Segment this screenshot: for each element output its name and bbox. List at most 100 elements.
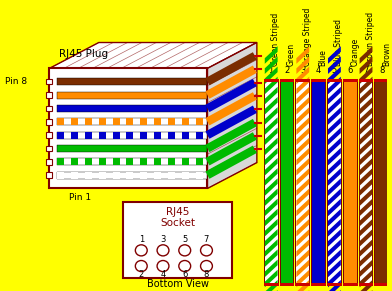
Polygon shape <box>296 67 309 84</box>
Circle shape <box>201 260 212 272</box>
Bar <box>140 118 147 125</box>
Polygon shape <box>265 56 278 74</box>
Bar <box>99 132 106 139</box>
Text: 5: 5 <box>332 66 337 75</box>
Bar <box>279 79 294 286</box>
Polygon shape <box>296 219 309 237</box>
Bar <box>376 82 388 283</box>
Polygon shape <box>265 168 278 186</box>
Bar <box>57 92 207 99</box>
Text: 3: 3 <box>160 235 166 244</box>
Bar <box>359 82 372 283</box>
Bar <box>264 283 279 286</box>
Bar <box>359 283 374 286</box>
Bar <box>168 118 175 125</box>
Text: 8: 8 <box>379 66 385 75</box>
Polygon shape <box>328 178 341 196</box>
Polygon shape <box>328 117 341 135</box>
Bar <box>85 118 92 125</box>
Bar <box>46 119 53 125</box>
Polygon shape <box>359 107 372 125</box>
Polygon shape <box>328 219 341 237</box>
Polygon shape <box>328 199 341 216</box>
Bar <box>281 82 293 283</box>
Polygon shape <box>359 87 372 104</box>
Bar <box>196 132 203 139</box>
Polygon shape <box>328 239 341 257</box>
Polygon shape <box>359 280 372 291</box>
Text: 5: 5 <box>182 235 187 244</box>
Text: 1: 1 <box>269 66 274 75</box>
Bar <box>279 79 294 82</box>
Bar <box>57 158 207 165</box>
Bar <box>343 79 358 286</box>
Text: Orange Striped: Orange Striped <box>303 7 312 65</box>
Text: 2: 2 <box>139 270 144 279</box>
Bar <box>296 79 310 82</box>
Bar <box>168 132 175 139</box>
Polygon shape <box>265 87 278 104</box>
Circle shape <box>201 245 212 256</box>
Bar <box>327 79 342 286</box>
Polygon shape <box>296 280 309 291</box>
Polygon shape <box>265 158 278 175</box>
Bar <box>85 158 92 165</box>
Polygon shape <box>359 77 372 94</box>
Text: Green: Green <box>287 42 296 65</box>
Polygon shape <box>296 229 309 247</box>
Bar <box>85 132 92 139</box>
Bar <box>113 132 120 139</box>
Bar <box>182 118 189 125</box>
Bar <box>140 132 147 139</box>
Polygon shape <box>359 239 372 257</box>
Polygon shape <box>328 209 341 226</box>
Text: RJ45: RJ45 <box>166 207 189 217</box>
Circle shape <box>135 260 147 272</box>
Text: Pin 8: Pin 8 <box>5 77 27 86</box>
Bar <box>182 172 189 179</box>
Bar <box>46 132 53 138</box>
Bar <box>127 132 133 139</box>
Bar <box>327 283 342 286</box>
Polygon shape <box>359 56 372 74</box>
Polygon shape <box>328 87 341 104</box>
Bar <box>359 79 374 82</box>
Polygon shape <box>296 148 309 165</box>
Polygon shape <box>265 290 278 291</box>
Bar <box>343 79 358 82</box>
Bar <box>127 172 133 179</box>
Polygon shape <box>296 56 309 74</box>
Polygon shape <box>328 229 341 247</box>
Bar <box>279 283 294 286</box>
Polygon shape <box>265 260 278 277</box>
Bar <box>196 172 203 179</box>
Bar <box>57 118 64 125</box>
Bar <box>49 68 207 189</box>
Bar <box>46 159 53 164</box>
Polygon shape <box>265 229 278 247</box>
Polygon shape <box>328 97 341 115</box>
Bar <box>57 105 207 112</box>
Polygon shape <box>265 178 278 196</box>
Bar <box>296 283 310 286</box>
Polygon shape <box>359 67 372 84</box>
Bar <box>113 158 120 165</box>
Text: 4: 4 <box>160 270 166 279</box>
Polygon shape <box>296 77 309 94</box>
Polygon shape <box>359 229 372 247</box>
Text: Socket: Socket <box>160 218 195 228</box>
Polygon shape <box>328 56 341 74</box>
Polygon shape <box>359 189 372 206</box>
Bar <box>168 172 175 179</box>
Polygon shape <box>296 158 309 175</box>
Polygon shape <box>265 138 278 155</box>
Polygon shape <box>296 117 309 135</box>
Bar <box>327 79 342 82</box>
Bar <box>99 118 106 125</box>
Polygon shape <box>296 239 309 257</box>
Polygon shape <box>359 199 372 216</box>
Text: 7: 7 <box>363 66 369 75</box>
Bar <box>127 118 133 125</box>
Bar <box>196 158 203 165</box>
Polygon shape <box>296 138 309 155</box>
